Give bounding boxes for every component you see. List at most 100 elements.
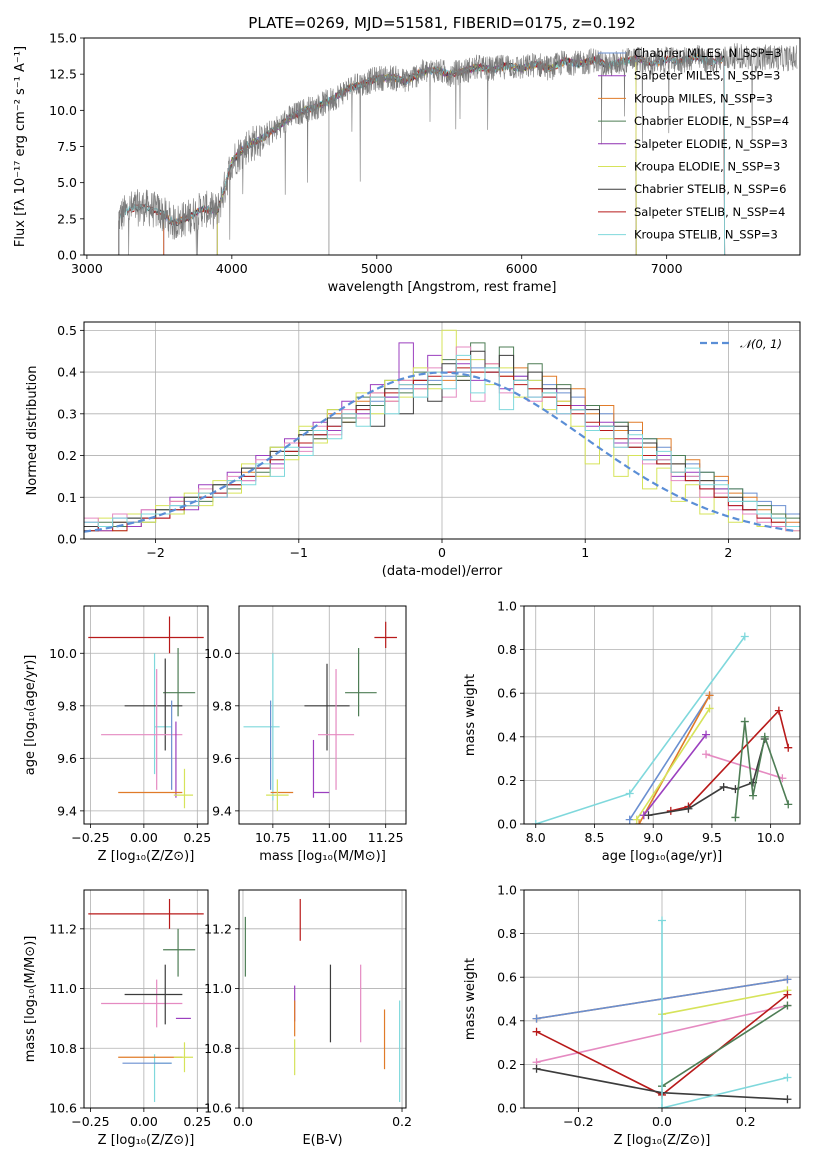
weight-series: [643, 734, 707, 816]
x-tick-label: 0.2: [392, 1114, 412, 1129]
legend-entry: Salpeter MILES, N_SSP=3: [634, 69, 780, 83]
y-tick-label: 11.0: [49, 981, 77, 996]
weight-lines: [532, 916, 792, 1108]
axes-frame: [523, 889, 801, 1109]
weight-series: [648, 738, 766, 817]
x-tick-label: −0.2: [563, 1114, 593, 1129]
y-tick-label: 0.2: [497, 773, 517, 788]
x-tick-label: 0: [438, 545, 446, 560]
axes-frame: [238, 889, 407, 1109]
weight-marker: [635, 820, 644, 824]
x-axis-label: Z [log₁₀(Z/Z⊙)]: [98, 849, 195, 864]
y-tick-label: 1.0: [497, 599, 517, 614]
y-tick-label: 10.8: [204, 1041, 232, 1056]
x-tick-label: 10.75: [255, 830, 291, 845]
x-tick-label: −2: [146, 545, 164, 560]
axes-frame: [83, 889, 209, 1109]
x-tick-label: 11.00: [311, 830, 347, 845]
weight-marker: [784, 743, 793, 752]
x-tick-label: 0.0: [652, 1114, 672, 1129]
y-tick-label: 0.0: [497, 1101, 517, 1116]
y-tick-label: 0.0: [57, 248, 77, 263]
plot-layer: 3000 4000 5000 6000 70000.02.55.07.510.012.5…: [13, 31, 801, 1148]
histograms: [84, 329, 800, 533]
x-tick-label: 0.0: [233, 1114, 253, 1129]
y-tick-label: 1.0: [497, 883, 517, 898]
x-tick-label: −0.25: [71, 830, 109, 845]
y-tick-label: 0.4: [57, 365, 77, 380]
y-tick-label: 0.4: [497, 1013, 517, 1028]
spectrum-traces: [118, 43, 798, 255]
y-tick-label: 5.0: [57, 175, 77, 190]
model-curve: [118, 52, 726, 255]
weight-series: [638, 695, 711, 824]
x-axis-label: E(B-V): [302, 1133, 342, 1148]
legend-entry: Salpeter ELODIE, N_SSP=3: [634, 137, 788, 151]
weight-marker: [684, 804, 693, 813]
weight-marker: [774, 706, 783, 715]
axes-frame: [83, 605, 209, 825]
errorbar-points: [243, 621, 397, 811]
weight-series: [705, 753, 783, 779]
model-curve: [118, 53, 726, 255]
weight-series: [661, 1004, 788, 1087]
weight-marker: [719, 782, 728, 791]
y-tick-label: 0.5: [57, 323, 77, 338]
y-tick-label: 10.0: [49, 646, 77, 661]
x-tick-label: 8.5: [585, 830, 605, 845]
model-curve: [216, 56, 637, 255]
x-tick-label: 4000: [216, 261, 248, 276]
y-axis-label: mass weight: [463, 674, 478, 756]
x-tick-label: 11.25: [368, 830, 404, 845]
weight-marker: [705, 691, 714, 700]
panel-age-vs-Z: −0.25 0.00 0.25 9.4 9.6 9.8 10.0 Z [log₁₀(Z/Z⊙)…: [23, 606, 211, 864]
legend-entry: Chabrier ELODIE, N_SSP=4: [634, 114, 789, 128]
weight-marker: [760, 732, 769, 741]
y-axis-label: mass weight: [463, 958, 478, 1040]
model-curve: [216, 55, 637, 255]
x-tick-label: 5000: [361, 261, 393, 276]
y-tick-label: 0.1: [57, 490, 77, 505]
weight-series: [661, 989, 788, 1016]
model-curve: [216, 55, 637, 255]
weight-marker: [783, 1073, 792, 1082]
x-tick-label: 8.0: [526, 830, 546, 845]
axes-frame: [83, 321, 801, 540]
weight-series: [629, 694, 711, 821]
weight-lines: [531, 632, 793, 824]
x-tick-label: 6000: [506, 261, 538, 276]
observed-spectrum: [118, 43, 798, 255]
weight-marker: [749, 791, 758, 800]
panel-spectrum: 3000 4000 5000 6000 7000 0.0 2.5 5.0 7.5 10.0 12.5…: [13, 31, 798, 295]
y-tick-label: 12.5: [49, 67, 77, 82]
weight-marker: [740, 717, 749, 726]
x-axis-label: wavelength [Angstrom, rest frame]: [328, 280, 557, 295]
y-tick-label: 9.8: [57, 698, 77, 713]
histogram-series: [84, 329, 800, 532]
y-tick-label: 0.3: [57, 406, 77, 421]
y-tick-label: 10.0: [204, 646, 232, 661]
weight-marker: [632, 815, 641, 824]
y-tick-label: 9.4: [212, 803, 232, 818]
weight-marker: [783, 990, 792, 999]
legend-entry: Kroupa ELODIE, N_SSP=3: [634, 160, 780, 174]
weight-marker: [705, 704, 714, 713]
model-curve: [163, 53, 726, 255]
errorbar-points: [244, 898, 401, 1103]
x-axis-label: Z [log₁₀(Z/Z⊙)]: [614, 1133, 711, 1148]
weight-marker: [783, 1001, 792, 1010]
weight-marker: [658, 916, 666, 925]
errorbar-points: [88, 616, 204, 809]
weight-series: [661, 1076, 788, 1108]
panel-mass-vs-EBV: 0.0 0.2 10.6 10.8 11.0 11.2 E(B-V): [204, 890, 412, 1148]
legend-entry: Salpeter STELIB, N_SSP=4: [634, 205, 785, 219]
x-axis-label: Z [log₁₀(Z/Z⊙)]: [98, 1133, 195, 1148]
x-tick-label: 1: [581, 545, 589, 560]
errorbar-points: [88, 898, 204, 1103]
weight-marker: [644, 811, 653, 820]
x-tick-label: −1: [290, 545, 308, 560]
weight-marker: [625, 789, 634, 798]
model-curve: [118, 54, 726, 255]
x-tick-label: 0.2: [736, 1114, 756, 1129]
